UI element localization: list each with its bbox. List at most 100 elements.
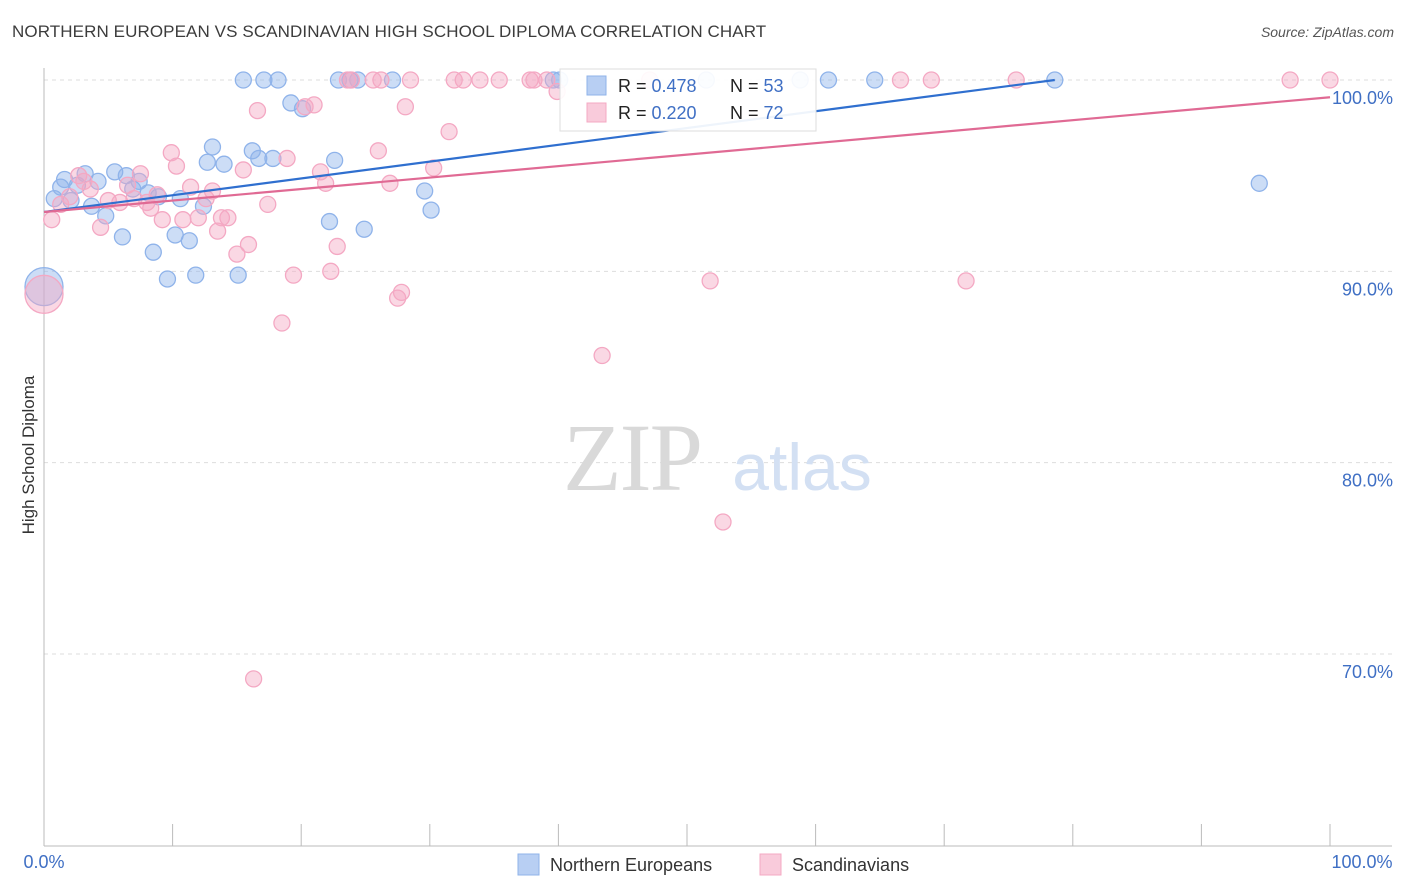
svg-text:R = 0.220: R = 0.220 xyxy=(618,103,697,123)
stats-r-label: R = xyxy=(618,103,652,123)
watermark-atlas: atlas xyxy=(732,430,871,504)
scandinavians-point xyxy=(396,98,415,116)
stats-legend: R = 0.478 N = 53 R = 0.220 N = 72 xyxy=(559,68,817,132)
northern-europeans-point xyxy=(1250,174,1268,192)
scandinavians-point xyxy=(212,209,231,227)
chart-title: NORTHERN EUROPEAN VS SCANDINAVIAN HIGH S… xyxy=(12,22,767,41)
y-tick-label: 100.0% xyxy=(1332,88,1393,108)
scandinavians-point xyxy=(259,195,277,214)
scandinavians-point xyxy=(61,188,79,206)
northern-europeans-point xyxy=(234,71,252,89)
series-legend: Northern Europeans Scandinavians xyxy=(517,853,909,876)
scandinavians-point xyxy=(239,235,258,254)
stats-r-label: R = xyxy=(618,76,652,96)
scandinavians-point xyxy=(174,211,192,229)
stats-n-value: 53 xyxy=(764,76,784,96)
stats-swatch-blue xyxy=(586,75,607,96)
stats-r-value: 0.220 xyxy=(652,103,697,123)
scandinavians-point xyxy=(922,71,940,89)
legend-swatch-scandinavians xyxy=(759,853,782,876)
northern-europeans-point xyxy=(180,232,198,250)
scandinavians-point xyxy=(342,71,361,89)
stats-swatch-pink xyxy=(586,102,607,123)
x-tick-label: 100.0% xyxy=(1331,852,1392,872)
northern-europeans-point xyxy=(215,155,233,173)
legend-label-northern-europeans: Northern Europeans xyxy=(550,855,712,875)
scandinavians-point xyxy=(244,670,263,688)
y-tick-label: 70.0% xyxy=(1342,662,1393,682)
y-axis-label: High School Diploma xyxy=(19,375,38,534)
scandinavians-trend-line xyxy=(43,96,1331,214)
northern-europeans-point xyxy=(320,212,339,231)
scandinavians-point xyxy=(369,142,388,160)
stats-n-value: 72 xyxy=(764,103,784,123)
northern-europeans-point xyxy=(264,149,282,168)
northern-europeans-point xyxy=(416,182,434,200)
northern-europeans-point xyxy=(229,266,247,284)
svg-text:N = 53: N = 53 xyxy=(730,76,784,96)
scandinavians-point xyxy=(401,71,420,89)
scandinavians-point xyxy=(392,283,411,302)
y-tick-label: 90.0% xyxy=(1342,279,1393,299)
stats-r-value: 0.478 xyxy=(652,76,697,96)
y-tick-label: 80.0% xyxy=(1342,471,1393,491)
scandinavians-point xyxy=(1281,71,1299,89)
legend-swatch-northern-europeans xyxy=(517,853,540,876)
scandinavians-point xyxy=(714,513,732,531)
scandinavians-point xyxy=(338,71,357,89)
northern-europeans-point xyxy=(198,153,216,171)
scandinavians-point xyxy=(234,161,252,179)
legend-label-scandinavians: Scandinavians xyxy=(792,855,909,875)
scandinavians-point xyxy=(891,71,910,89)
northern-europeans-point xyxy=(866,71,884,89)
northern-europeans-point xyxy=(203,138,222,156)
scandinavians-point xyxy=(525,71,543,89)
svg-text:R = 0.478: R = 0.478 xyxy=(618,76,697,96)
scandinavians-point xyxy=(521,71,539,89)
scandinavians-point xyxy=(278,149,296,168)
watermark: ZIP atlas xyxy=(563,404,872,511)
scandinavians-point xyxy=(316,174,335,192)
northern-europeans-point xyxy=(269,71,287,89)
scandinavians-point xyxy=(328,237,346,256)
scandinavians-point xyxy=(248,101,267,120)
scandinavians-point xyxy=(91,218,110,236)
scandinavians-point xyxy=(454,71,472,89)
scandinavians-point xyxy=(273,314,291,332)
scandinavians-point xyxy=(538,71,556,89)
scandinavians-point xyxy=(425,159,443,177)
northern-europeans-point xyxy=(422,201,440,219)
chart-source: Source: ZipAtlas.com xyxy=(1260,24,1394,40)
scandinavians-point xyxy=(593,346,611,365)
scandinavians-point xyxy=(372,71,390,89)
axes xyxy=(43,68,1392,847)
scandinavians-point xyxy=(208,222,227,240)
northern-europeans-point xyxy=(250,149,268,168)
scandinavians-point xyxy=(131,165,150,183)
scandinavians-point xyxy=(471,71,489,89)
watermark-zip: ZIP xyxy=(563,404,701,511)
scandinavians-point xyxy=(957,272,975,290)
northern-europeans-point xyxy=(819,71,838,89)
scandinavians-point xyxy=(167,157,186,175)
grid-lines xyxy=(44,79,1392,655)
data-points xyxy=(24,71,1339,688)
scandinavians-point xyxy=(81,180,99,198)
tick-labels: 70.0% 80.0% 90.0% 100.0% 0.0% 100.0% xyxy=(23,88,1393,872)
scandinavians-point xyxy=(284,266,303,284)
x-tick-label: 0.0% xyxy=(23,852,64,872)
northern-europeans-point xyxy=(113,228,132,246)
scandinavians-point xyxy=(440,123,458,141)
northern-europeans-point xyxy=(355,220,373,238)
northern-europeans-point xyxy=(255,71,273,89)
svg-text:N = 72: N = 72 xyxy=(730,103,784,123)
scandinavians-point xyxy=(305,96,323,114)
scandinavians-point xyxy=(24,274,64,314)
scandinavians-point xyxy=(490,71,508,89)
trend-lines xyxy=(43,78,1331,214)
northern-europeans-point xyxy=(144,243,162,261)
scandinavians-point xyxy=(219,209,237,227)
northern-europeans-point xyxy=(325,151,344,170)
scandinavians-point xyxy=(1321,71,1339,89)
